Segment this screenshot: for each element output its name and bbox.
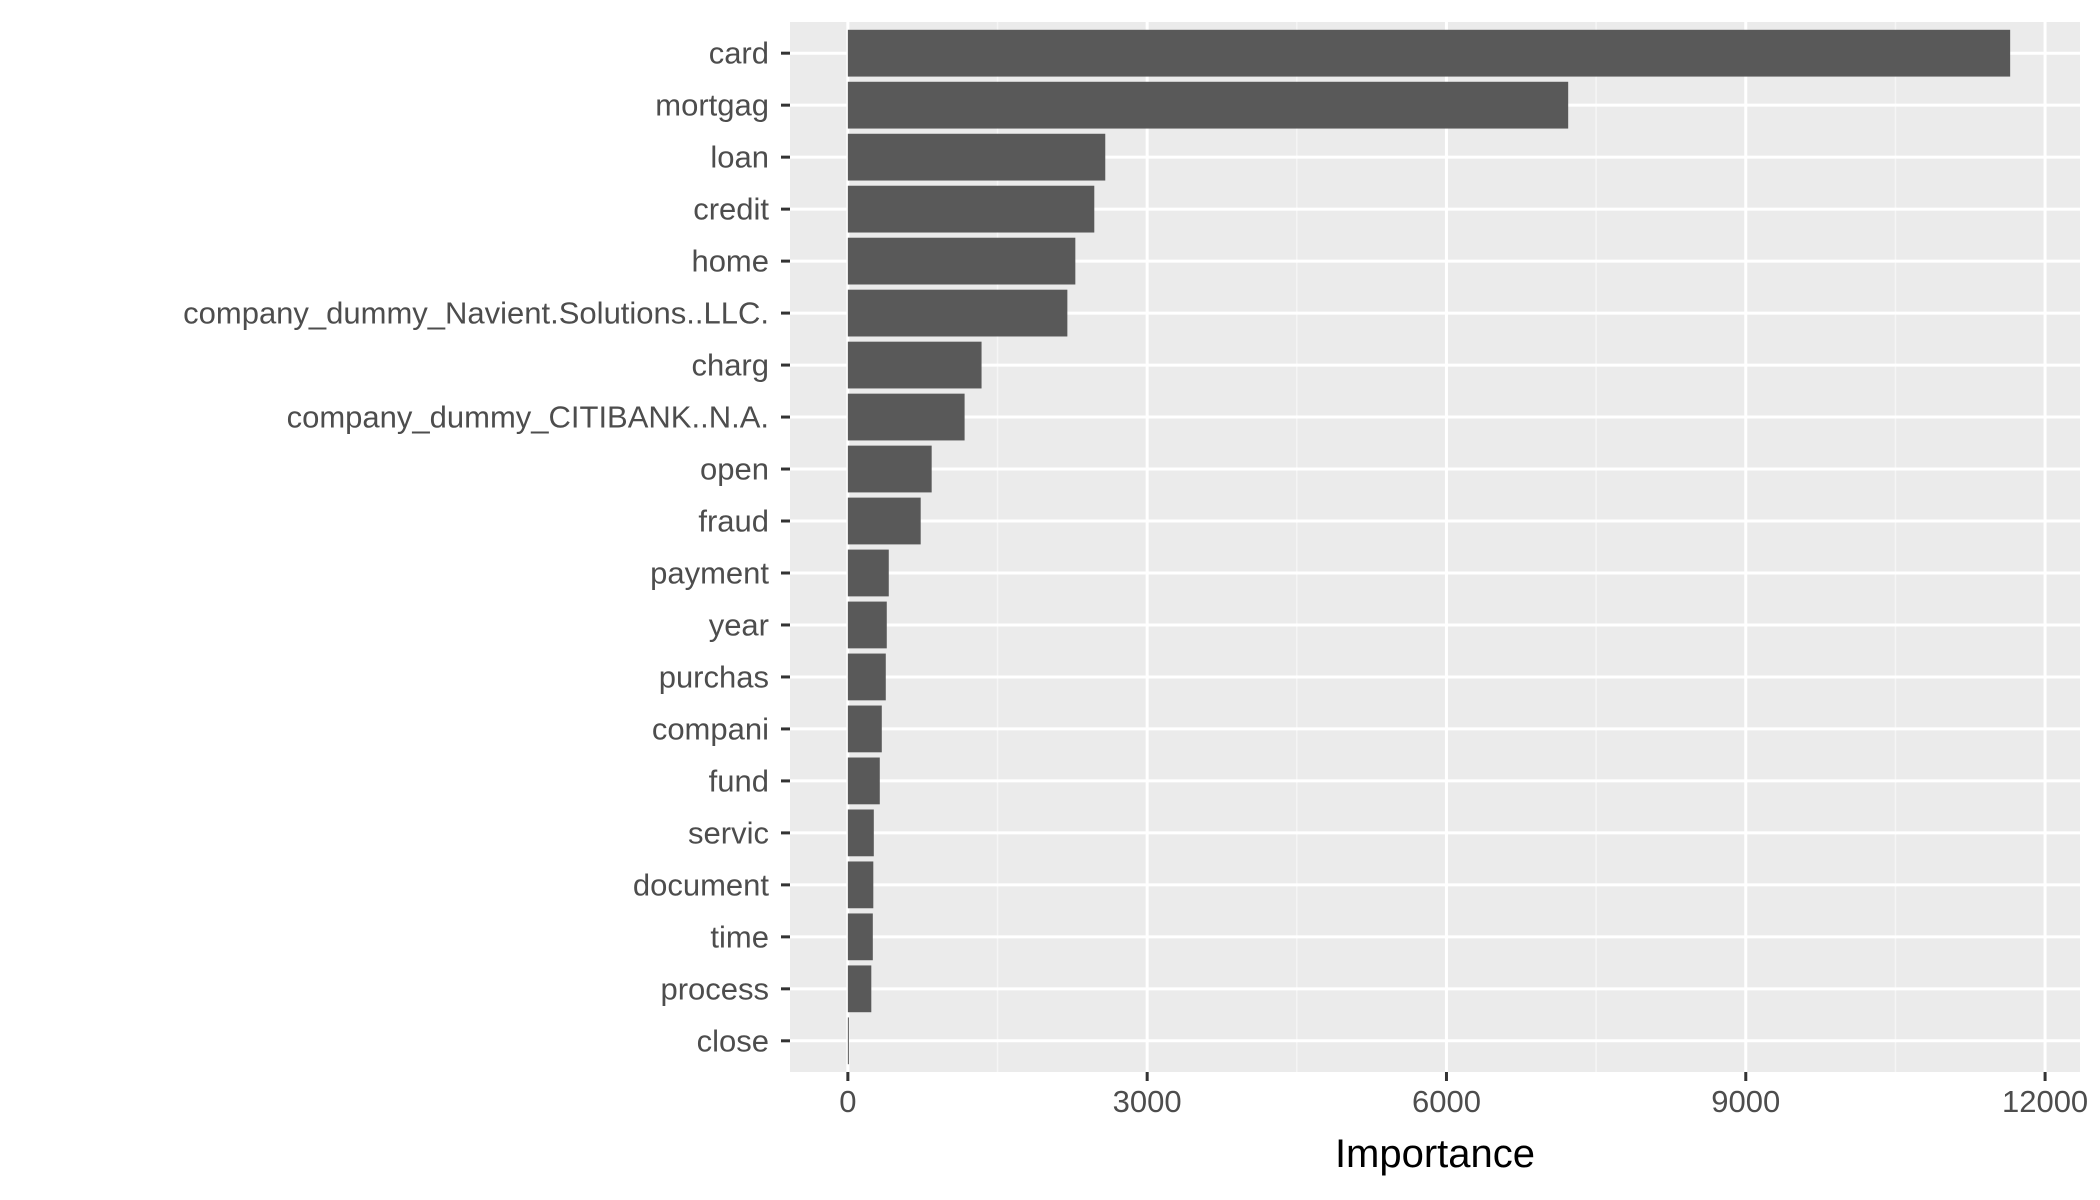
bar-fund	[847, 757, 880, 805]
y-tick-label: home	[691, 244, 769, 279]
y-tick-label: credit	[693, 192, 769, 227]
bar-company_dummy_Navient.Solutions..LLC.	[847, 289, 1068, 337]
y-tick-label: loan	[710, 140, 769, 175]
x-tick-label: 12000	[2002, 1084, 2088, 1119]
y-tick-label: fund	[709, 763, 769, 798]
x-tick-label: 6000	[1412, 1084, 1481, 1119]
y-tick-label: time	[710, 919, 769, 954]
y-tick-label: fraud	[698, 504, 769, 539]
y-tick-label: servic	[688, 815, 769, 850]
bar-fraud	[847, 497, 921, 545]
x-tick-label: 3000	[1113, 1084, 1182, 1119]
x-tick-label: 9000	[1711, 1084, 1780, 1119]
y-tick-label: process	[660, 971, 769, 1006]
bar-card	[847, 29, 2011, 77]
x-axis-title: Importance	[1335, 1132, 1535, 1176]
y-axis: card mortgag loan credit home company_dummy_N…	[183, 36, 790, 1058]
bar-home	[847, 237, 1076, 285]
y-tick-label: mortgag	[655, 88, 769, 123]
y-tick-label: close	[697, 1023, 769, 1058]
y-tick-label: document	[633, 867, 770, 902]
y-tick-label: company_dummy_Navient.Solutions..LLC.	[183, 296, 769, 331]
bar-series	[847, 29, 2011, 1065]
y-tick-label: card	[709, 36, 769, 71]
y-tick-label: company_dummy_CITIBANK..N.A.	[287, 400, 769, 435]
bar-payment	[847, 549, 889, 597]
y-tick-label: charg	[691, 348, 769, 383]
y-tick-label: open	[700, 452, 769, 487]
bar-compani	[847, 705, 882, 753]
bar-company_dummy_CITIBANK..N.A.	[847, 393, 965, 441]
x-tick-label: 0	[839, 1084, 856, 1119]
y-tick-label: year	[709, 607, 769, 642]
bar-servic	[847, 809, 874, 857]
bar-process	[847, 965, 872, 1013]
y-tick-label: compani	[652, 711, 769, 746]
bar-open	[847, 445, 932, 493]
bar-time	[847, 913, 873, 961]
bar-purchas	[847, 653, 886, 701]
x-axis: 0 3000 6000 9000 12000	[839, 1072, 2088, 1119]
bar-close	[847, 1017, 849, 1065]
y-tick-label: payment	[650, 555, 769, 590]
bar-charg	[847, 341, 982, 389]
bar-credit	[847, 185, 1095, 233]
bar-loan	[847, 133, 1106, 181]
bar-year	[847, 601, 887, 649]
bar-document	[847, 861, 874, 909]
y-tick-label: purchas	[659, 659, 769, 694]
bar-mortgag	[847, 81, 1569, 129]
